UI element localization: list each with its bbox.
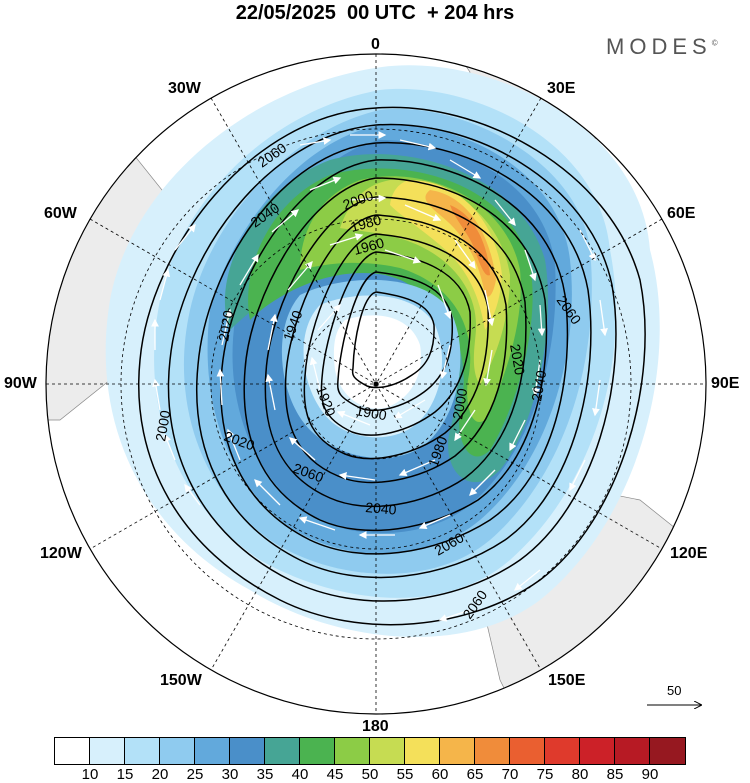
longitude-label-90w: 90W: [4, 375, 37, 392]
longitude-label-60w: 60W: [44, 205, 77, 222]
colorbar-cell: [615, 738, 650, 764]
map-title: 22/05/2025 00 UTC + 204 hrs: [235, 2, 515, 24]
colorbar: [54, 737, 686, 765]
longitude-label-120e: 120E: [670, 545, 708, 562]
colorbar-cell: [160, 738, 195, 764]
brand-name: MODES: [606, 34, 712, 59]
colorbar-cell: [510, 738, 545, 764]
colorbar-tick-label: 10: [81, 766, 99, 783]
colorbar-tick-label: 60: [431, 766, 449, 783]
longitude-label-150w: 150W: [160, 672, 202, 689]
contour-label: 2000: [449, 387, 470, 421]
contour-label: 2040: [365, 499, 398, 518]
reference-arrow-icon: [647, 683, 705, 713]
contour-label: 1960: [352, 234, 386, 258]
longitude-label-60e: 60E: [667, 205, 696, 222]
colorbar-tick-label: 75: [536, 766, 554, 783]
colorbar-tick-label: 55: [396, 766, 414, 783]
longitude-label-30e: 30E: [547, 80, 576, 97]
colorbar-tick-label: 70: [501, 766, 519, 783]
contour-label: 2000: [152, 409, 173, 443]
contour-label: 2020: [215, 309, 236, 343]
colorbar-tick-label: 50: [361, 766, 379, 783]
colorbar-tick-label: 65: [466, 766, 484, 783]
contour-label: 2020: [507, 343, 528, 377]
colorbar-cell: [335, 738, 370, 764]
colorbar-tick-label: 85: [606, 766, 624, 783]
colorbar-cell: [265, 738, 300, 764]
wind-speed-shading: [105, 65, 660, 638]
colorbar-cell: [545, 738, 580, 764]
contour-label: 1900: [354, 402, 388, 423]
reference-vector: 50: [645, 683, 705, 713]
colorbar-cell: [90, 738, 125, 764]
copyright-mark: ©: [711, 38, 718, 48]
colorbar-cell: [55, 738, 90, 764]
colorbar-ticks: 10 15 20 25 30 35 40 45 50 55 60 65 70 75 80 85 90: [54, 766, 701, 783]
contour-label: 2040: [528, 369, 549, 403]
colorbar-cell: [230, 738, 265, 764]
colorbar-tick-label: 35: [256, 766, 274, 783]
contour-label: 1980: [349, 211, 383, 235]
colorbar-cell: [405, 738, 440, 764]
longitude-label-150e: 150E: [548, 672, 586, 689]
height-contours: [138, 106, 646, 626]
reference-vector-value: 50: [667, 683, 682, 698]
colorbar-tick-label: 90: [641, 766, 659, 783]
colorbar-cell: [475, 738, 510, 764]
colorbar-cell: [650, 738, 685, 764]
colorbar-tick-label: 20: [151, 766, 169, 783]
colorbar-tick-label: 40: [291, 766, 309, 783]
colorbar-tick-label: 80: [571, 766, 589, 783]
colorbar-cell: [300, 738, 335, 764]
longitude-label-180: 180: [362, 718, 389, 735]
longitude-label-120w: 120W: [40, 545, 82, 562]
longitude-label-90e: 90E: [711, 375, 740, 392]
colorbar-tick-label: 30: [221, 766, 239, 783]
colorbar-cell: [580, 738, 615, 764]
longitude-label-30w: 30W: [168, 80, 201, 97]
colorbar-cell: [195, 738, 230, 764]
colorbar-cell: [440, 738, 475, 764]
pole-marker: [373, 381, 379, 387]
colorbar-cell: [125, 738, 160, 764]
longitude-label-0: 0: [371, 36, 380, 53]
colorbar-tick-label: 25: [186, 766, 204, 783]
map-disc: [46, 54, 706, 714]
map-boundary: [45, 53, 707, 715]
colorbar-tick-label: 15: [116, 766, 134, 783]
colorbar-cell: [370, 738, 405, 764]
brand-logo: MODES©: [606, 34, 718, 60]
polar-map: 2060 2040 2020 2000 1980 1960 1940 1920 …: [45, 53, 707, 715]
colorbar-tick-label: 45: [326, 766, 344, 783]
